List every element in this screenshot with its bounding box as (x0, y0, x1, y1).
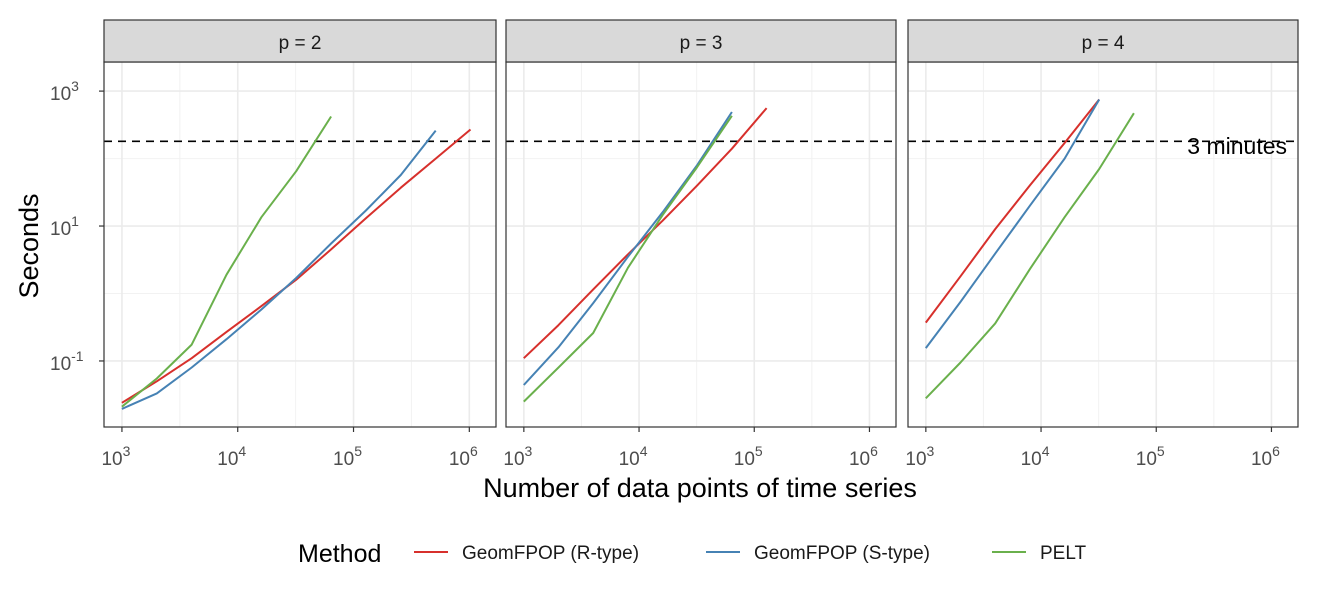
series-line (523, 111, 733, 386)
legend-label: PELT (1040, 543, 1087, 564)
series-line (121, 128, 472, 404)
x-tick-label: 103 (905, 443, 934, 470)
facet-panel: p = 2 (103, 19, 497, 428)
x-tick-label: 105 (734, 443, 763, 470)
facet-panel: p = 3 (505, 19, 897, 428)
series-line (523, 115, 733, 403)
x-tick-label: 103 (503, 443, 532, 470)
facet-strip-label: p = 2 (279, 33, 322, 54)
facet-strip (505, 19, 897, 63)
x-tick-label: 106 (849, 443, 878, 470)
panel-background (506, 62, 896, 427)
legend-item: PELT (992, 543, 1087, 564)
legend-title: Method (298, 540, 381, 568)
x-tick-label: 105 (1136, 443, 1165, 470)
y-tick-label: 10-1 (50, 348, 84, 375)
facet-strip-label: p = 4 (1082, 33, 1125, 54)
panels-layer: p = 2 p = 3 p = 4 (103, 19, 1299, 428)
series-line (925, 112, 1135, 399)
series-line (121, 129, 437, 410)
panel-background (908, 62, 1298, 427)
series-line (924, 98, 1100, 324)
facet-strip-label: p = 3 (680, 33, 723, 54)
x-ticks-layer: 103 104 105 106 103 104 105 106 103 104 105 106 (101, 427, 1280, 470)
facet-panel: p = 4 (907, 19, 1299, 428)
y-tick-label: 103 (50, 78, 79, 105)
legend-label: GeomFPOP (R-type) (462, 543, 639, 564)
legend-label: GeomFPOP (S-type) (754, 543, 930, 564)
y-ticks-layer: 10-1 101 103 (50, 78, 104, 375)
y-axis-title: Seconds (14, 193, 44, 298)
x-tick-label: 106 (449, 443, 478, 470)
series-line (925, 98, 1101, 349)
legend: Method GeomFPOP (R-type) GeomFPOP (S-type… (298, 540, 1087, 568)
x-tick-label: 104 (217, 443, 246, 470)
series-line (523, 107, 768, 359)
x-axis-title: Number of data points of time series (483, 473, 917, 503)
legend-item: GeomFPOP (R-type) (414, 543, 639, 564)
legend-item: GeomFPOP (S-type) (706, 543, 930, 564)
x-tick-label: 106 (1251, 443, 1280, 470)
series-line (121, 115, 332, 408)
facet-strip (103, 19, 497, 63)
threshold-label: 3 minutes (1187, 133, 1287, 159)
facet-strip (907, 19, 1299, 63)
x-tick-label: 103 (101, 443, 130, 470)
x-tick-label: 104 (619, 443, 648, 470)
y-tick-label: 101 (50, 213, 79, 240)
x-tick-label: 105 (333, 443, 362, 470)
x-tick-label: 104 (1021, 443, 1050, 470)
